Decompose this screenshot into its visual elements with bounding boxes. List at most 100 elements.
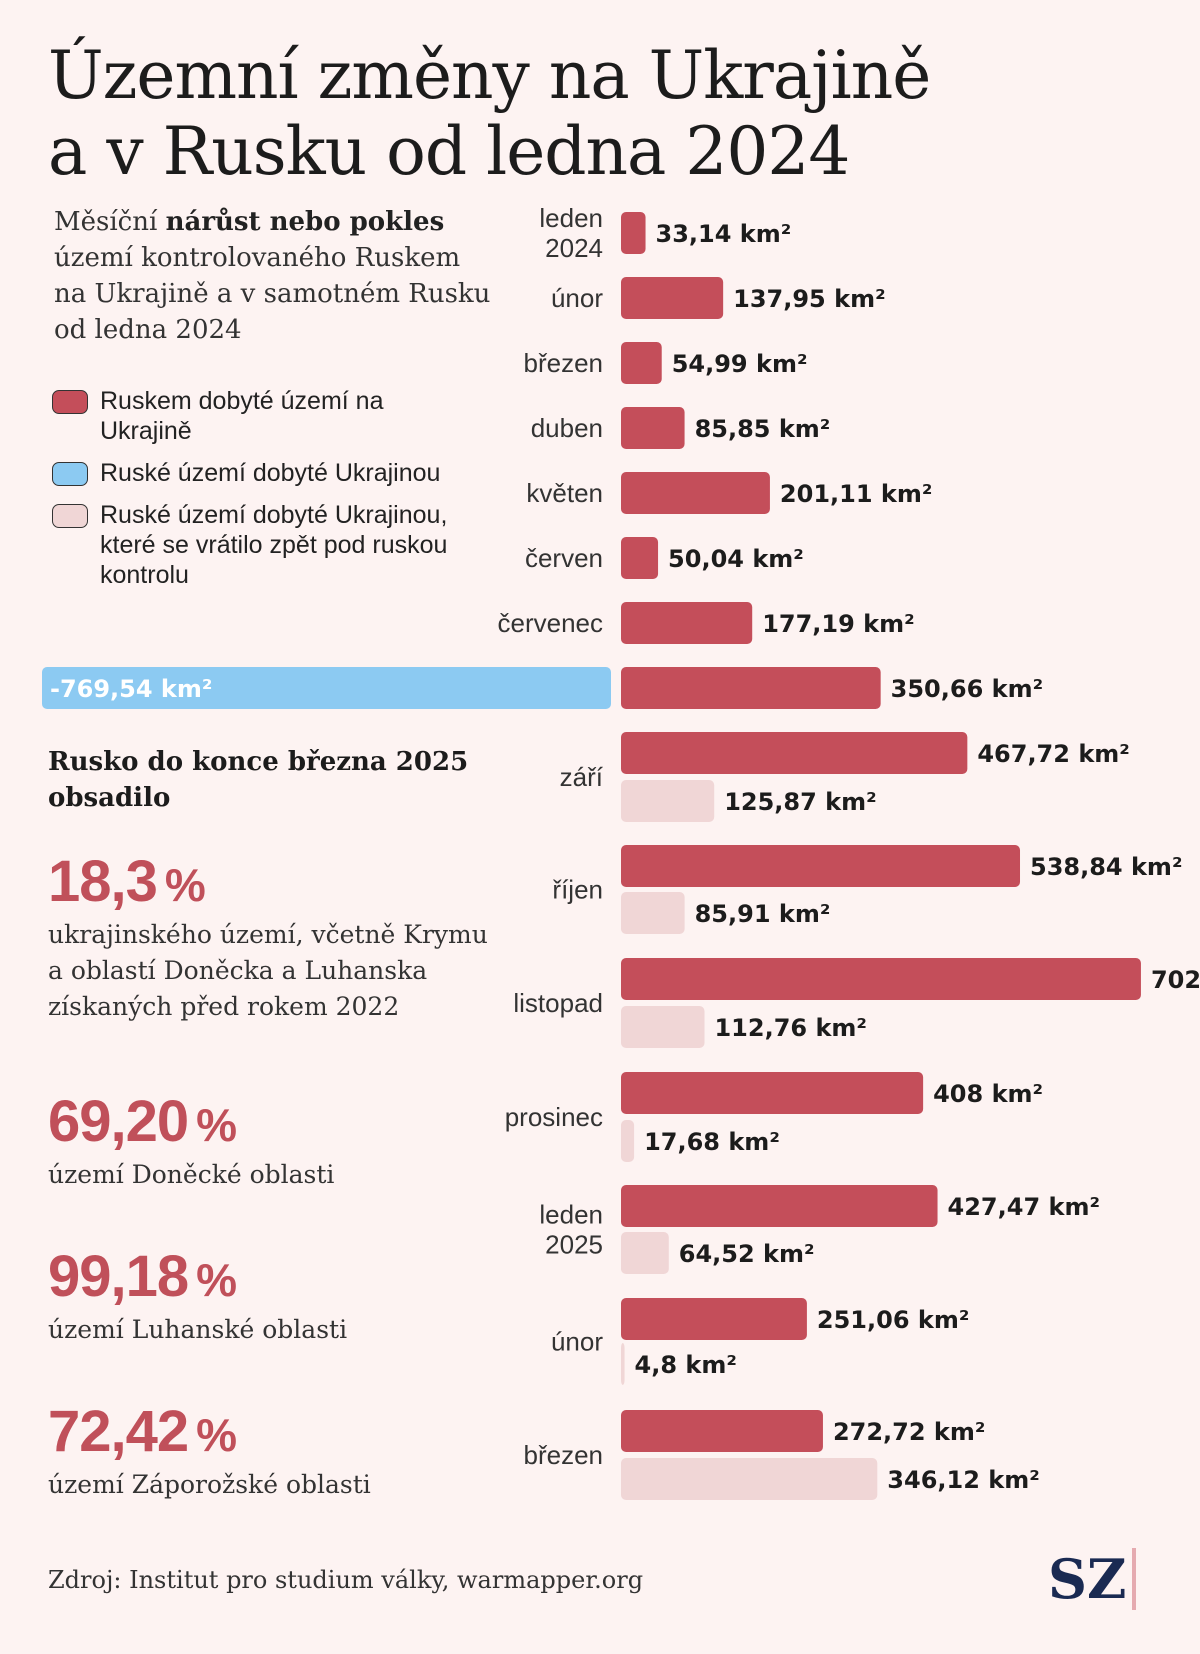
month-label: 2024 [545, 233, 603, 263]
stat-zaporizhzhia: 72,42% území Záporožské oblasti [48, 1400, 488, 1503]
legend-item-retaken: Ruské území dobyté Ukrajinou, které se v… [52, 500, 472, 590]
value-label: 350,66 km² [891, 675, 1043, 703]
bar-ukraine-captured [621, 1298, 807, 1340]
legend-item-russia-captured: Ruské území dobyté Ukrajinou [52, 458, 472, 488]
month-label: září [560, 762, 604, 792]
bar-retaken [621, 1458, 878, 1500]
legend-swatch-red [52, 390, 88, 414]
legend-label: Ruské území dobyté Ukrajinou [100, 459, 441, 487]
stat-unit: % [196, 1409, 237, 1461]
value-label: 467,72 km² [977, 740, 1129, 768]
subtitle-post: území kontrolovaného Ruskem na Ukrajině … [54, 243, 491, 345]
month-label: 2025 [545, 1230, 603, 1260]
logo-bar [1132, 1548, 1137, 1610]
value-label: 85,91 km² [695, 900, 831, 928]
bar-ukraine-captured [621, 602, 753, 644]
stat-number: 18,3 [48, 849, 158, 914]
bar-retaken [621, 1120, 635, 1162]
month-label: prosinec [505, 1102, 603, 1132]
stat-unit: % [164, 859, 206, 911]
source-note: Zdroj: Institut pro studium války, warma… [48, 1566, 644, 1594]
bar-ukraine-captured [621, 732, 968, 774]
bar-retaken [621, 1232, 669, 1274]
legend-label: Ruské území dobyté Ukrajinou, které se v… [100, 501, 448, 589]
value-label: 33,14 km² [656, 220, 792, 248]
bar-retaken [621, 1343, 625, 1385]
value-label: 427,47 km² [948, 1193, 1100, 1221]
bar-ukraine-captured [621, 537, 659, 579]
value-label: 50,04 km² [668, 545, 804, 573]
stat-number: 99,18 [48, 1244, 189, 1309]
bar-ukraine-captured [621, 342, 662, 384]
month-label: leden [539, 203, 603, 233]
value-label: 137,95 km² [733, 285, 885, 313]
month-label: duben [531, 413, 603, 443]
legend-item-ukraine-captured: Ruskem dobyté území na Ukrajině [52, 386, 472, 446]
value-label: 4,8 km² [635, 1351, 737, 1379]
stat-desc: území Luhanské oblasti [48, 1315, 348, 1344]
value-label: -769,54 km² [50, 675, 212, 703]
bar-ukraine-captured [621, 1072, 924, 1114]
month-label: říjen [552, 875, 603, 905]
stat-luhansk: 99,18% území Luhanské oblasti [48, 1245, 488, 1348]
month-label: březen [524, 348, 604, 378]
month-label: březen [524, 1440, 604, 1470]
bar-ukraine-captured [621, 472, 770, 514]
value-label: 538,84 km² [1030, 853, 1182, 881]
sz-logo: SZ [1048, 1547, 1137, 1611]
value-label: 85,85 km² [695, 415, 831, 443]
month-label: červenec [498, 608, 604, 638]
value-label: 201,11 km² [780, 480, 932, 508]
month-label: červen [525, 543, 603, 573]
title-line-1: Územní změny na Ukrajině [48, 37, 931, 114]
month-label: listopad [513, 988, 603, 1018]
bar-retaken [621, 892, 685, 934]
bar-ukraine-captured [621, 212, 646, 254]
legend-swatch-blue [52, 462, 88, 486]
value-label: 272,72 km² [833, 1418, 985, 1446]
value-label: 54,99 km² [672, 350, 808, 378]
bar-retaken [621, 780, 715, 822]
bar-retaken [621, 1006, 705, 1048]
month-label: leden [539, 1200, 603, 1230]
subtitle-bold: nárůst nebo pokles [165, 207, 445, 237]
value-label: 408 km² [933, 1080, 1043, 1108]
stat-unit: % [196, 1099, 237, 1151]
stats-heading: Rusko do konce března 2025 obsadilo [48, 747, 469, 813]
legend-swatch-pink [52, 504, 88, 528]
bar-ukraine-captured [621, 845, 1021, 887]
value-label: 251,06 km² [817, 1306, 969, 1334]
bar-ukraine-captured [621, 667, 881, 709]
logo-text: SZ [1048, 1547, 1127, 1611]
title-line-2: a v Rusku od ledna 2024 [48, 113, 850, 190]
month-label: únor [551, 1327, 603, 1357]
bar-ukraine-captured [621, 1410, 823, 1452]
bar-ukraine-captured [621, 1185, 938, 1227]
stat-value: 18,3% [48, 850, 488, 917]
bar-russia-captured [42, 667, 611, 709]
stat-number: 69,20 [48, 1089, 189, 1154]
bar-ukraine-captured [621, 277, 724, 319]
stat-desc: území Záporožské oblasti [48, 1470, 371, 1499]
stat-value: 99,18% [48, 1245, 488, 1312]
subtitle-pre: Měsíční [54, 207, 166, 237]
stat-desc: ukrajinského území, včetně Krymu a oblas… [48, 920, 488, 1021]
stat-value: 72,42% [48, 1400, 488, 1467]
legend-label: Ruskem dobyté území na Ukrajině [100, 387, 384, 445]
value-label: 346,12 km² [887, 1466, 1039, 1494]
value-label: 702,15 km² [1151, 966, 1200, 994]
value-label: 17,68 km² [644, 1128, 780, 1156]
page-title: Územní změny na Ukrajině a v Rusku od le… [48, 38, 1048, 190]
value-label: 112,76 km² [714, 1014, 866, 1042]
stat-number: 72,42 [48, 1399, 189, 1464]
stat-desc: území Doněcké oblasti [48, 1160, 335, 1189]
value-label: 177,19 km² [762, 610, 914, 638]
stat-unit: % [196, 1254, 237, 1306]
bar-ukraine-captured [621, 958, 1141, 1000]
stat-donetsk: 69,20% území Doněcké oblasti [48, 1090, 488, 1193]
month-label: květen [526, 478, 603, 508]
value-label: 125,87 km² [724, 788, 876, 816]
bar-ukraine-captured [621, 407, 685, 449]
stat-value: 69,20% [48, 1090, 488, 1157]
